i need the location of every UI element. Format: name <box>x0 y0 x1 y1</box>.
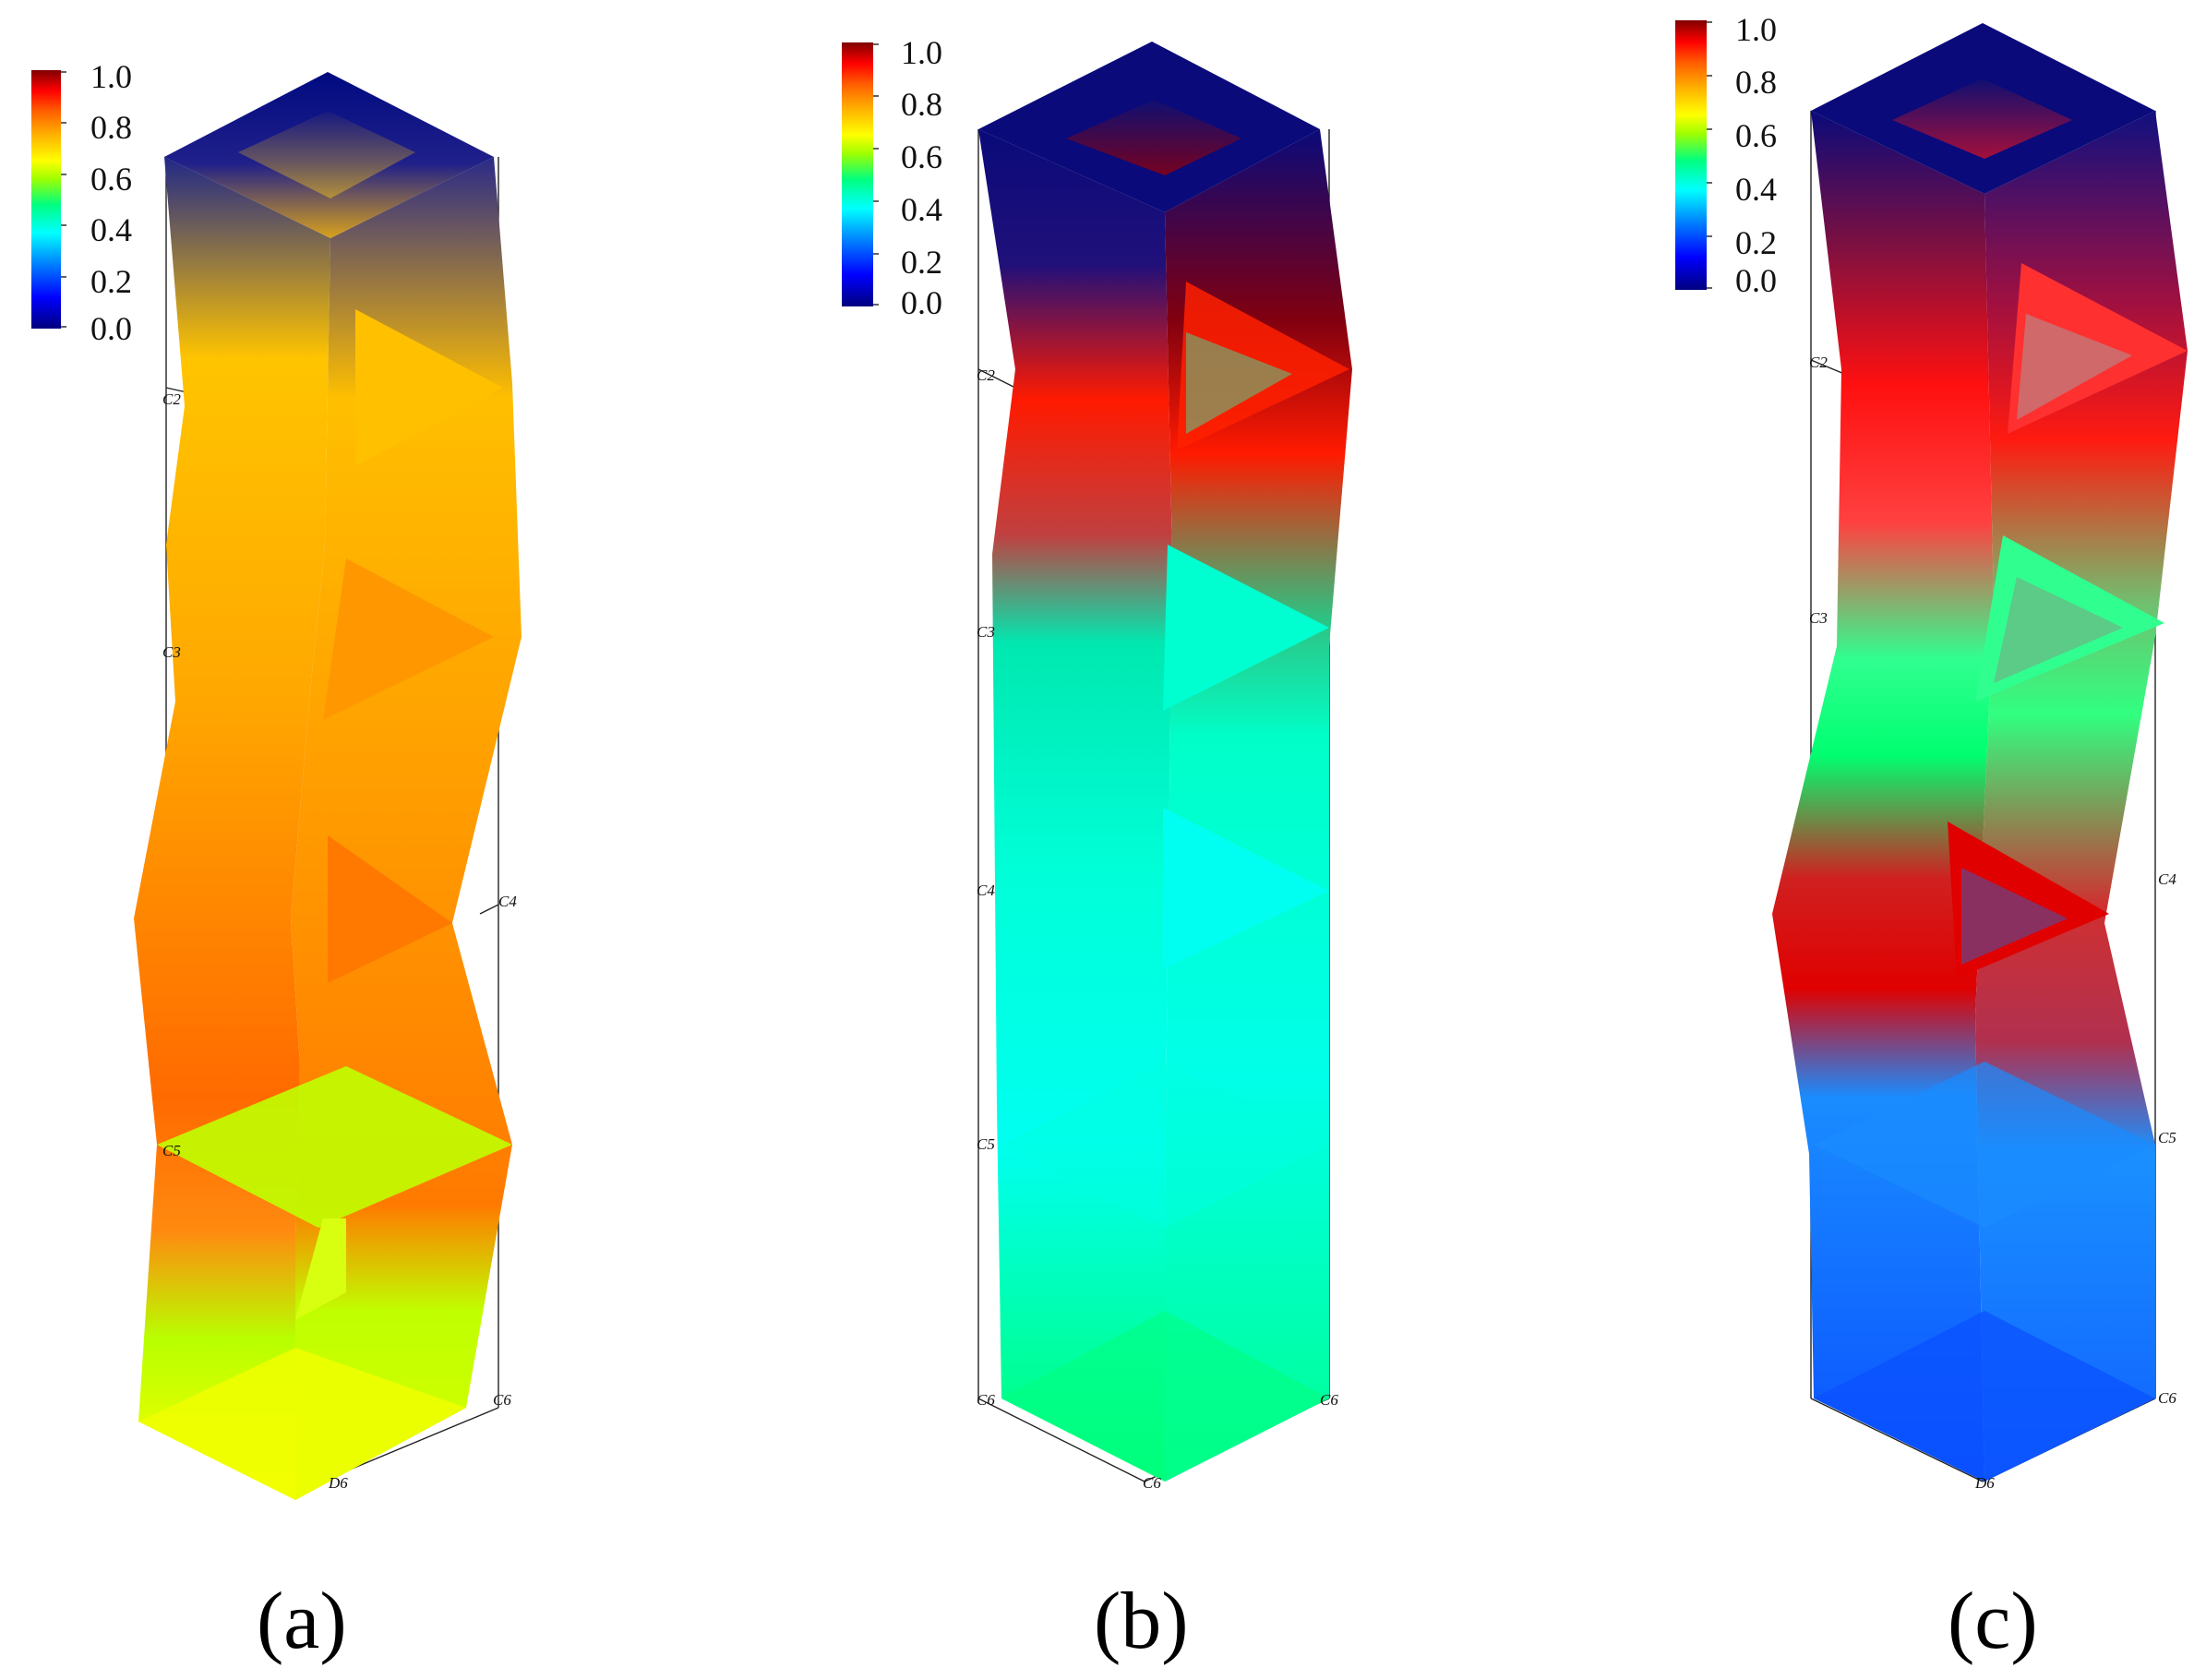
tower-b-notch-1-inner <box>1186 332 1292 434</box>
colorbar-a: 1.0 0.8 0.6 0.4 0.2 0.0 <box>31 58 132 347</box>
node-label-c-3: C4 <box>2158 870 2176 888</box>
colorbar-b-tick-3: 0.6 <box>901 138 942 175</box>
colorbar-c: 1.0 0.8 0.6 0.4 0.2 0.0 <box>1675 11 1777 299</box>
tower-c-base <box>1814 1311 2155 1482</box>
tower-c-left-face <box>1772 111 1994 1482</box>
colorbar-a-tick-2: 0.8 <box>90 109 132 146</box>
colorbar-b-tick-5: 0.2 <box>901 244 942 281</box>
colorbar-c-tick-4: 0.4 <box>1735 171 1777 208</box>
colorbar-c-tick-2: 0.8 <box>1735 64 1777 101</box>
node-label-b-1: C2 <box>977 366 995 384</box>
node-label-b-5: C6 <box>977 1391 995 1409</box>
node-label-b-6: C6 <box>1320 1391 1338 1409</box>
colorbar-a-tick-4: 0.4 <box>90 211 132 248</box>
tower-a-notch-3 <box>328 835 452 983</box>
colorbar-b-tick-2: 0.8 <box>901 86 942 123</box>
node-label-b-3: C4 <box>977 882 995 899</box>
node-label-a-6: D6 <box>328 1474 348 1492</box>
colorbar-b-tick-4: 0.4 <box>901 191 942 228</box>
tower-b-notch-3 <box>1163 808 1329 969</box>
panel-b: 1.0 0.8 0.6 0.4 0.2 0.0 C2 C3 C4 C5 C6 C… <box>842 34 1352 1666</box>
colorbar-a-tick-6: 0.0 <box>90 310 132 347</box>
colorbar-b-tick-1: 1.0 <box>901 34 942 71</box>
tower-c-notch-2-inner <box>1994 577 2123 683</box>
tower-b-bottom-block <box>1001 1062 1329 1228</box>
colorbar-a-tick-3: 0.6 <box>90 161 132 198</box>
node-label-a-5: C6 <box>493 1391 511 1409</box>
node-label-b-7: C6 <box>1143 1474 1161 1492</box>
node-label-a-4: C5 <box>162 1142 181 1159</box>
tower-a-base <box>138 1348 466 1500</box>
tower-c-notch-1-inner <box>2017 314 2132 420</box>
colorbar-c-tick-5: 0.2 <box>1735 224 1777 261</box>
tower-a-notch-1 <box>355 309 503 466</box>
tower-b-left-face <box>978 129 1172 1482</box>
tower-b-notch-2 <box>1163 545 1329 711</box>
colorbar-c-tick-6: 0.0 <box>1735 262 1777 299</box>
node-label-a-3: C4 <box>498 893 517 910</box>
caption-c: (c) <box>1948 1577 2038 1666</box>
colorbar-c-tick-1: 1.0 <box>1735 11 1777 48</box>
node-label-a-1: C2 <box>162 390 181 408</box>
colorbar-a-gradient <box>31 70 61 329</box>
colorbar-b-gradient <box>842 42 873 306</box>
node-label-c-6: D6 <box>1974 1474 1995 1492</box>
tower-a-bottom-block <box>157 1066 512 1228</box>
colorbar-c-gradient <box>1675 20 1707 290</box>
node-label-a-2: C3 <box>162 643 181 661</box>
colorbar-b: 1.0 0.8 0.6 0.4 0.2 0.0 <box>842 34 942 321</box>
node-label-c-4: C5 <box>2158 1129 2176 1146</box>
node-label-b-4: C5 <box>977 1135 995 1153</box>
node-label-c-1: C2 <box>1809 354 1828 371</box>
tower-b-top-inner <box>1066 100 1241 175</box>
tower-a-notch-2 <box>323 558 494 720</box>
node-label-c-5: C6 <box>2158 1389 2176 1407</box>
colorbar-a-tick-1: 1.0 <box>90 58 132 95</box>
tower-a-notch-4 <box>295 1218 346 1320</box>
tower-c-notch-3-inner <box>1961 868 2068 965</box>
tower-c-top-inner <box>1892 78 2072 159</box>
tower-b-base <box>1001 1311 1329 1482</box>
node-label-c-2: C3 <box>1809 609 1828 627</box>
panel-c: 1.0 0.8 0.6 0.4 0.2 0.0 C2 C3 C4 C5 C <box>1675 11 2188 1666</box>
node-label-b-2: C3 <box>977 623 995 641</box>
panel-a: 1.0 0.8 0.6 0.4 0.2 0.0 C2 C3 <box>31 58 522 1666</box>
colorbar-a-tick-5: 0.2 <box>90 263 132 300</box>
caption-a: (a) <box>257 1577 347 1666</box>
colorbar-c-tick-3: 0.6 <box>1735 117 1777 154</box>
tower-a-top-inner <box>238 111 415 198</box>
tower-c-bottom-block <box>1814 1062 2155 1228</box>
caption-b: (b) <box>1094 1577 1189 1666</box>
colorbar-b-tick-6: 0.0 <box>901 284 942 321</box>
